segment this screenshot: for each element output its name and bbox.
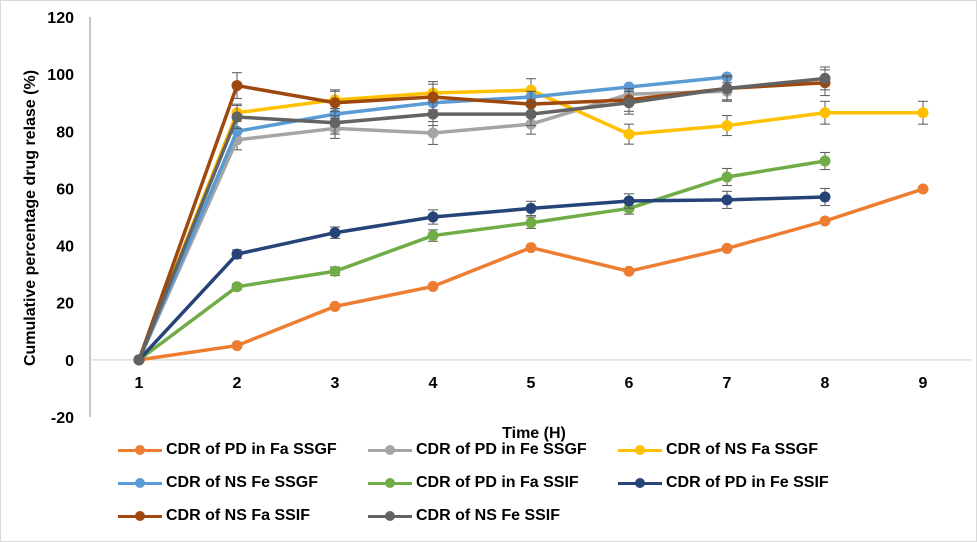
data-point	[231, 80, 243, 92]
legend-label: CDR of NS Fa SSIF	[166, 506, 311, 524]
data-point	[133, 354, 145, 366]
data-point	[819, 72, 831, 84]
legend-label: CDR of NS Fe SSIF	[416, 506, 561, 524]
y-tick-label: 120	[47, 10, 74, 27]
data-point	[819, 155, 831, 167]
data-point	[231, 340, 243, 352]
x-axis-title: Time (H)	[502, 425, 566, 442]
data-point	[427, 211, 439, 223]
legend: CDR of PD in Fa SSGF CDR of PD in Fe SSGF…	[118, 433, 878, 532]
data-point	[329, 265, 341, 277]
legend-label: CDR of PD in Fa SSGF	[166, 440, 337, 458]
data-point	[819, 215, 831, 227]
data-point	[329, 300, 341, 312]
data-point	[427, 280, 439, 292]
x-tick-label: 3	[331, 375, 340, 392]
data-point	[721, 194, 733, 206]
legend-row: CDR of NS Fa SSIF CDR of NS Fe SSIF	[118, 499, 878, 532]
data-point	[525, 217, 537, 229]
data-point	[525, 108, 537, 120]
data-point	[819, 107, 831, 119]
legend-label: CDR of NS Fe SSGF	[166, 473, 319, 491]
legend-marker-icon	[118, 444, 162, 456]
data-point	[231, 248, 243, 260]
data-point	[623, 195, 635, 207]
y-tick-label: 100	[47, 67, 74, 84]
legend-label: CDR of PD in Fe SSIF	[666, 473, 829, 491]
data-point	[721, 120, 733, 132]
x-tick-label: 5	[527, 375, 536, 392]
data-point	[721, 171, 733, 183]
data-point	[623, 128, 635, 140]
legend-item: CDR of PD in Fa SSIF	[368, 474, 618, 492]
data-point	[623, 97, 635, 109]
plot-area	[133, 66, 929, 366]
legend-item: CDR of NS Fe SSGF	[118, 474, 368, 492]
series-line	[137, 195, 826, 362]
y-tick-label: 60	[56, 181, 74, 198]
data-point	[329, 227, 341, 239]
legend-item: CDR of PD in Fa SSGF	[118, 441, 368, 459]
data-point	[427, 230, 439, 242]
y-tick-label: 20	[56, 296, 74, 313]
x-tick-label: 7	[723, 375, 732, 392]
data-point	[917, 107, 929, 119]
y-axis-title: Cumulative percentage drug relase (%)	[22, 70, 39, 366]
data-point	[721, 82, 733, 94]
y-tick-label: 80	[56, 124, 74, 141]
legend-item: CDR of NS Fe SSIF	[368, 507, 618, 525]
legend-item: CDR of NS Fa SSGF	[618, 441, 868, 459]
data-point	[329, 97, 341, 109]
legend-label: CDR of PD in Fe SSGF	[416, 440, 587, 458]
series-cdr-of-ns-fe-ssif	[133, 66, 831, 366]
legend-marker-icon	[368, 510, 412, 522]
data-point	[623, 265, 635, 277]
x-tick-label: 6	[625, 375, 634, 392]
legend-marker-icon	[368, 477, 412, 489]
data-point	[721, 242, 733, 254]
legend-marker-icon	[618, 477, 662, 489]
series-line	[137, 76, 826, 361]
data-point	[329, 117, 341, 129]
y-tick-label: -20	[51, 410, 74, 427]
legend-label: CDR of PD in Fa SSIF	[416, 473, 579, 491]
data-point	[623, 81, 635, 93]
series-line	[137, 159, 826, 362]
x-tick-label: 1	[135, 375, 144, 392]
legend-label: CDR of NS Fa SSGF	[666, 440, 819, 458]
y-tick-label: 0	[65, 353, 74, 370]
x-tick-label: 2	[233, 375, 242, 392]
data-point	[427, 127, 439, 139]
data-point	[917, 183, 929, 195]
data-point	[231, 281, 243, 293]
data-point	[525, 242, 537, 254]
y-tick-label: 40	[56, 239, 74, 256]
legend-row: CDR of NS Fe SSGF CDR of PD in Fa SSIF CDR…	[118, 466, 878, 499]
data-point	[231, 111, 243, 123]
legend-item: CDR of NS Fa SSIF	[118, 507, 368, 525]
data-point	[427, 108, 439, 120]
x-tick-label: 9	[919, 375, 928, 392]
legend-row: CDR of PD in Fa SSGF CDR of PD in Fe SSGF…	[118, 433, 878, 466]
x-tick-label: 4	[429, 375, 438, 392]
data-point	[525, 202, 537, 214]
legend-marker-icon	[118, 477, 162, 489]
legend-marker-icon	[618, 444, 662, 456]
x-tick-label: 8	[821, 375, 830, 392]
legend-item: CDR of PD in Fe SSIF	[618, 474, 868, 492]
data-point	[427, 91, 439, 103]
legend-marker-icon	[368, 444, 412, 456]
legend-marker-icon	[118, 510, 162, 522]
data-point	[819, 191, 831, 203]
series-cdr-of-pd-in-fe-ssif	[133, 187, 831, 366]
legend-item: CDR of PD in Fe SSGF	[368, 441, 618, 459]
axes: -20 0 20 40 60 80 100 120 1 2 3 4 5 6 7 8 9	[47, 10, 972, 427]
